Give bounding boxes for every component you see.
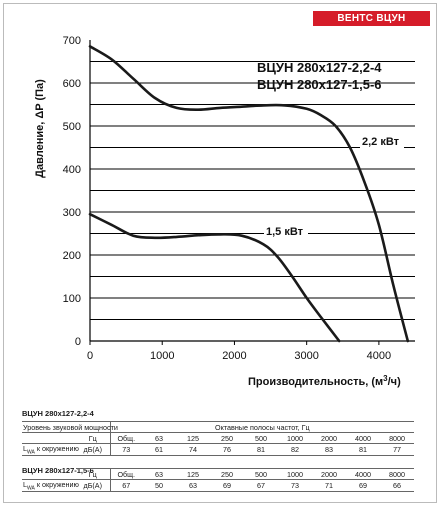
- series-label-1-5kw-text: 1,5 кВт: [266, 226, 304, 238]
- table1-value-1: 61: [142, 442, 177, 457]
- y-axis-label: Давление, ΔP (Па): [34, 79, 46, 178]
- table1-freq-6: 2000: [312, 432, 347, 444]
- table2-freq-1: 63: [142, 468, 176, 480]
- series-line-1: [88, 45, 410, 343]
- series-label-2-2kw: 2,2 кВт: [360, 134, 404, 148]
- y-tick-label: 300: [63, 207, 81, 219]
- figure-frame: [3, 3, 437, 503]
- table2-value-7: 69: [346, 478, 380, 493]
- table1-value-7: 81: [346, 442, 381, 457]
- table1-freq-8: 8000: [380, 432, 415, 444]
- table1-value-2: 74: [176, 442, 211, 457]
- table2-value-3: 69: [210, 478, 244, 493]
- table2-value-5: 73: [278, 478, 312, 493]
- chart-axes: [89, 40, 415, 342]
- y-tick-label: 600: [63, 78, 81, 90]
- table2-freq-5: 1000: [278, 468, 312, 480]
- x-axis-label: Производительность, (м3/ч): [248, 374, 401, 388]
- table2-row-unit: дБ(А): [76, 478, 110, 493]
- table2-freq-6: 2000: [312, 468, 346, 480]
- brand-badge: ВЕНТС ВЦУН: [313, 11, 430, 26]
- series-label-1-5kw: 1,5 кВт: [264, 224, 308, 238]
- table1-value-6: 83: [312, 442, 347, 457]
- table2-value-1: 50: [142, 478, 176, 493]
- table2-freq-0: Общ.: [109, 468, 142, 480]
- table2-freq-3: 250: [210, 468, 244, 480]
- chart-labels: 2,2 кВт 1,5 кВт ВЦУН 280x127-2,2-4 ВЦУН 280…: [34, 60, 404, 388]
- table1-freq-7: 4000: [346, 432, 381, 444]
- table1-freq-1: 63: [142, 432, 177, 444]
- table1-freq-0: Общ.: [109, 432, 143, 444]
- y-tick-label: 400: [63, 164, 81, 176]
- table1-freq-4: 500: [244, 432, 279, 444]
- chart-curves: [88, 45, 410, 343]
- legend-entry: ВЦУН 280x127-1,5-6: [257, 77, 382, 92]
- table2-row-label: LWA к окружению: [22, 478, 79, 493]
- table1-freq-5: 1000: [278, 432, 313, 444]
- x-tick-label: 1000: [150, 350, 174, 362]
- table2-value-2: 63: [176, 478, 210, 493]
- y-tick-label: 200: [63, 250, 81, 262]
- table1-freq-2: 125: [176, 432, 211, 444]
- legend-text: ВЦУН 280x127-2,2-4: [257, 60, 382, 75]
- table2-value-8: 66: [380, 478, 414, 493]
- table1-row-unit: дБ(А): [76, 442, 111, 457]
- table2-value-0: 67: [109, 478, 142, 493]
- table2-freq-unit: Гц: [76, 468, 110, 480]
- y-tick-label: 0: [75, 336, 81, 348]
- legend-entry: ВЦУН 280x127-2,2-4: [257, 60, 382, 75]
- table1-row-label: LWA к окружению: [22, 442, 79, 457]
- table2-value-4: 67: [244, 478, 278, 493]
- x-tick-label: 0: [87, 350, 93, 362]
- table1-value-4: 81: [244, 442, 279, 457]
- x-tick-label: 2000: [222, 350, 246, 362]
- table1-freq-unit: Гц: [76, 432, 111, 444]
- table2-freq-4: 500: [244, 468, 278, 480]
- table1-title: ВЦУН 280x127-2,2-4: [22, 409, 94, 418]
- table1-freq-3: 250: [210, 432, 245, 444]
- x-tick-label: 3000: [294, 350, 318, 362]
- table1-value-3: 76: [210, 442, 245, 457]
- table2-freq-2: 125: [176, 468, 210, 480]
- table1-header-caption: Октавные полосы частот, Гц: [109, 421, 415, 433]
- y-tick-label: 700: [63, 35, 81, 47]
- table2-freq-8: 8000: [380, 468, 414, 480]
- series-line-2: [88, 212, 341, 343]
- y-tick-label: 500: [63, 121, 81, 133]
- series-label-1-5kw-box: [264, 224, 308, 238]
- table1-value-5: 82: [278, 442, 313, 457]
- y-tick-label: 100: [63, 293, 81, 305]
- table2: Гц Общ. 63 125 250 500 1000 2000 4000 8000 LWA к …: [22, 468, 414, 493]
- legend-text: ВЦУН 280x127-1,5-6: [257, 77, 382, 92]
- table2-value-6: 71: [312, 478, 346, 493]
- series-label-2-2kw-box: [360, 134, 404, 148]
- table1: Уровень звуковой мощности Октавные полос…: [22, 421, 415, 457]
- chart-ticks: 0 100 200 300 400 500 600 700 0 1000 2000 3000 4000: [63, 35, 391, 362]
- table1-value-0: 73: [109, 442, 143, 457]
- table1-value-8: 77: [380, 442, 415, 457]
- table2-freq-7: 4000: [346, 468, 380, 480]
- series-label-2-2kw-text: 2,2 кВт: [362, 136, 400, 148]
- x-tick-label: 4000: [367, 350, 391, 362]
- table1-header-label: Уровень звуковой мощности: [22, 421, 118, 433]
